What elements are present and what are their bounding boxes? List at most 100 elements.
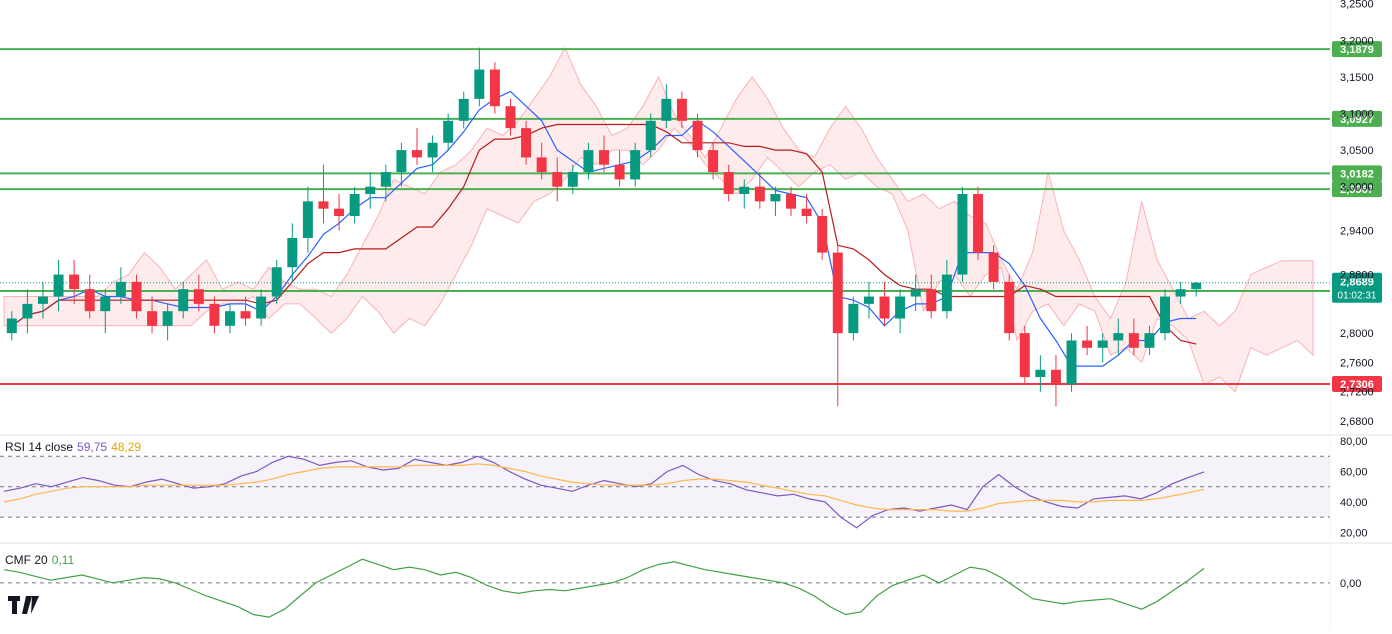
candle-body bbox=[318, 201, 329, 209]
price-tick-label: 2,7600 bbox=[1340, 357, 1374, 369]
current-price-label: 2,8689 bbox=[1340, 277, 1374, 289]
candle-body bbox=[583, 150, 594, 173]
candle-body bbox=[630, 150, 641, 180]
candle-body bbox=[287, 237, 298, 268]
current-price-tag bbox=[1332, 272, 1382, 303]
candle-body bbox=[1160, 296, 1171, 334]
candle-body bbox=[505, 106, 516, 129]
rsi-line bbox=[3, 455, 1205, 529]
cmf-tick-label: 0,00 bbox=[1340, 578, 1361, 590]
candle-body bbox=[567, 172, 578, 187]
level-label-bg bbox=[1332, 41, 1382, 58]
candle-body bbox=[396, 150, 407, 173]
candle-body bbox=[661, 98, 672, 121]
candle-body bbox=[708, 150, 719, 173]
rsi-legend: RSI 14 close 59,75 48,29 bbox=[5, 440, 145, 454]
candle-body bbox=[614, 164, 625, 180]
price-tick-label: 2,8000 bbox=[1340, 328, 1374, 340]
candle-body bbox=[1097, 340, 1108, 348]
level-label: 2,7306 bbox=[1340, 379, 1374, 391]
candle-body bbox=[115, 281, 126, 297]
candle-body bbox=[895, 296, 906, 319]
cmf-title: CMF 20 bbox=[5, 553, 48, 567]
candle-body bbox=[910, 289, 921, 297]
candle-body bbox=[1066, 340, 1077, 385]
candle-body bbox=[53, 274, 64, 297]
candle-body bbox=[1019, 333, 1030, 378]
candle-body bbox=[365, 186, 376, 195]
candle-body bbox=[380, 172, 391, 187]
price-tick-label: 2,7200 bbox=[1340, 387, 1374, 399]
candle-body bbox=[1191, 282, 1202, 290]
candle-body bbox=[474, 69, 485, 99]
level-label-bg bbox=[1332, 110, 1382, 127]
candle-body bbox=[193, 289, 204, 304]
candle-body bbox=[162, 311, 173, 326]
candle-body bbox=[209, 303, 220, 326]
candle-body bbox=[178, 289, 189, 312]
candle-body bbox=[723, 172, 734, 195]
level-label-bg bbox=[1332, 181, 1382, 198]
cmf-legend: CMF 20 0,11 bbox=[5, 553, 78, 567]
tradingview-logo[interactable] bbox=[8, 596, 40, 614]
candle-body bbox=[84, 289, 95, 312]
candle-body bbox=[1144, 333, 1155, 348]
rsi-tick-label: 60,00 bbox=[1340, 466, 1368, 478]
price-tick-label: 3,1000 bbox=[1340, 108, 1374, 120]
candle-body bbox=[1175, 289, 1186, 297]
candle-body bbox=[1128, 333, 1139, 348]
candle-body bbox=[599, 150, 609, 165]
candle-body bbox=[941, 274, 952, 312]
candle-body bbox=[536, 157, 547, 173]
candle-body bbox=[692, 120, 703, 151]
candle-body bbox=[552, 172, 563, 187]
rsi-value: 59,75 bbox=[77, 440, 108, 454]
rsi-tick-label: 40,00 bbox=[1340, 497, 1368, 509]
candle-body bbox=[645, 120, 656, 151]
candle-body bbox=[6, 318, 17, 334]
level-label-bg bbox=[1332, 375, 1382, 392]
price-tick-label: 3,0500 bbox=[1340, 145, 1374, 157]
candle-body bbox=[817, 216, 828, 253]
rsi-tick-label: 80,00 bbox=[1340, 436, 1368, 448]
price-tick-label: 3,0000 bbox=[1340, 182, 1374, 194]
candle-body bbox=[973, 194, 984, 253]
candle-body bbox=[786, 194, 796, 209]
candle-body bbox=[832, 252, 843, 334]
candle-body bbox=[240, 311, 251, 319]
kijun-line bbox=[11, 123, 1197, 345]
candle-body bbox=[739, 186, 750, 195]
candle-body bbox=[256, 296, 267, 319]
candle-body bbox=[848, 303, 859, 334]
candle-body bbox=[100, 296, 111, 312]
candle-body bbox=[22, 303, 33, 319]
cmf-line bbox=[3, 558, 1205, 618]
ichimoku-cloud bbox=[3, 46, 1314, 393]
level-label: 3,0927 bbox=[1340, 114, 1374, 126]
candle-body bbox=[1082, 340, 1093, 348]
cmf-value: 0,11 bbox=[51, 553, 75, 567]
level-label-bg bbox=[1332, 165, 1382, 182]
candle-body bbox=[754, 186, 765, 202]
price-tick-label: 2,9400 bbox=[1340, 226, 1374, 238]
candle-body bbox=[271, 267, 282, 297]
price-tick-label: 3,1500 bbox=[1340, 72, 1374, 84]
candle-body bbox=[957, 194, 968, 275]
candle-body bbox=[443, 120, 454, 143]
rsi-title: RSI 14 close bbox=[5, 440, 74, 454]
candle-body bbox=[770, 194, 781, 202]
level-label: 3,1879 bbox=[1340, 44, 1374, 56]
candle-body bbox=[427, 142, 438, 158]
candle-body bbox=[879, 296, 890, 319]
candle-body bbox=[131, 281, 142, 312]
candle-body bbox=[489, 69, 500, 107]
candle-body bbox=[863, 296, 874, 304]
candle-body bbox=[1113, 333, 1124, 341]
candle-body bbox=[676, 98, 687, 121]
candle-body bbox=[69, 274, 80, 290]
candle-body bbox=[224, 311, 235, 326]
candle-body bbox=[147, 311, 158, 326]
rsi-ma-line bbox=[3, 463, 1205, 512]
